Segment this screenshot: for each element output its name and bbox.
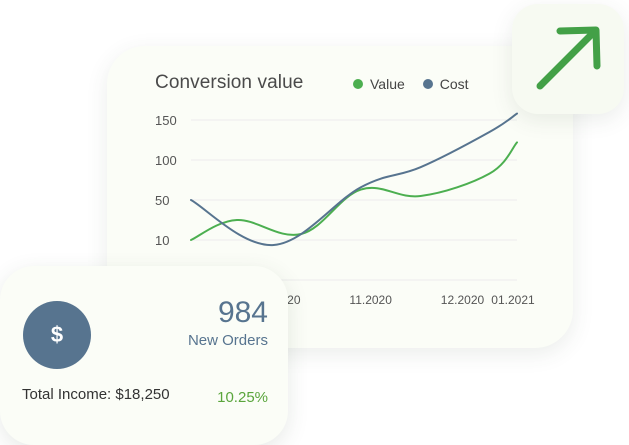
trend-card xyxy=(512,4,624,114)
series-line-cost xyxy=(190,112,518,247)
y-tick-label: 50 xyxy=(155,193,169,208)
orders-stat-card: $ 984 New Orders Total Income: $18,250 1… xyxy=(0,266,288,445)
legend-dot-value xyxy=(353,79,363,89)
total-income: Total Income: $18,250 xyxy=(22,386,170,403)
chart-title: Conversion value xyxy=(155,72,304,93)
x-tick-label: 12.2020 xyxy=(441,293,485,307)
chart-legend: Value Cost xyxy=(353,76,469,92)
y-tick-label: 10 xyxy=(155,233,169,248)
orders-count: 984 xyxy=(217,296,268,329)
legend-label-value: Value xyxy=(370,76,405,92)
orders-label: New Orders xyxy=(187,332,268,349)
arrow-up-right-icon xyxy=(536,26,601,90)
y-tick-label: 100 xyxy=(155,153,177,168)
legend-item-value[interactable]: Value xyxy=(353,76,405,92)
legend-item-cost[interactable]: Cost xyxy=(422,76,469,92)
legend-label-cost: Cost xyxy=(439,76,469,92)
legend-dot-cost xyxy=(422,79,433,89)
y-tick-label: 150 xyxy=(155,113,177,128)
growth-percent: 10.25% xyxy=(217,389,268,406)
dollar-icon: $ xyxy=(23,301,91,369)
x-tick-label: 01.2021 xyxy=(491,293,535,307)
x-tick-label: 11.2020 xyxy=(349,293,392,307)
series-line-value xyxy=(190,141,518,241)
